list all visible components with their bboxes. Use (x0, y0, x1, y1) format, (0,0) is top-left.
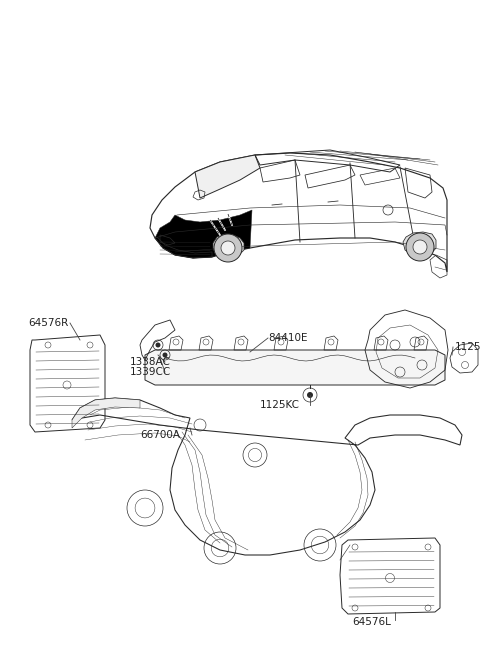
Text: 1125GB: 1125GB (455, 342, 480, 352)
Circle shape (163, 352, 168, 358)
Text: 1339CC: 1339CC (130, 367, 171, 377)
Circle shape (406, 233, 434, 261)
Polygon shape (72, 398, 140, 428)
Polygon shape (195, 155, 260, 198)
Polygon shape (155, 210, 252, 258)
Circle shape (307, 392, 313, 398)
Circle shape (214, 234, 242, 262)
Text: 66700A: 66700A (140, 430, 180, 440)
Circle shape (413, 240, 427, 254)
Circle shape (156, 342, 160, 348)
Text: 64576L: 64576L (352, 617, 391, 627)
Text: 1125KC: 1125KC (260, 400, 300, 410)
Circle shape (221, 241, 235, 255)
Text: 64576R: 64576R (28, 318, 68, 328)
Polygon shape (403, 232, 436, 257)
Text: 1338AC: 1338AC (130, 357, 171, 367)
Polygon shape (145, 350, 445, 385)
Text: 84410E: 84410E (268, 333, 308, 343)
Polygon shape (213, 234, 244, 258)
